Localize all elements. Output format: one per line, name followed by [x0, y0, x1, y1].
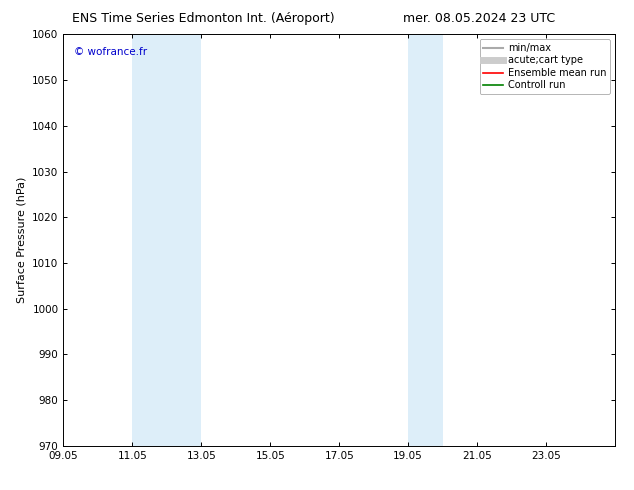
Bar: [408, 34, 443, 446]
Text: ENS Time Series Edmonton Int. (Aéroport): ENS Time Series Edmonton Int. (Aéroport): [72, 12, 334, 25]
Bar: [133, 34, 202, 446]
Text: © wofrance.fr: © wofrance.fr: [74, 47, 148, 57]
Text: mer. 08.05.2024 23 UTC: mer. 08.05.2024 23 UTC: [403, 12, 555, 25]
Y-axis label: Surface Pressure (hPa): Surface Pressure (hPa): [16, 177, 27, 303]
Legend: min/max, acute;cart type, Ensemble mean run, Controll run: min/max, acute;cart type, Ensemble mean …: [479, 39, 610, 94]
